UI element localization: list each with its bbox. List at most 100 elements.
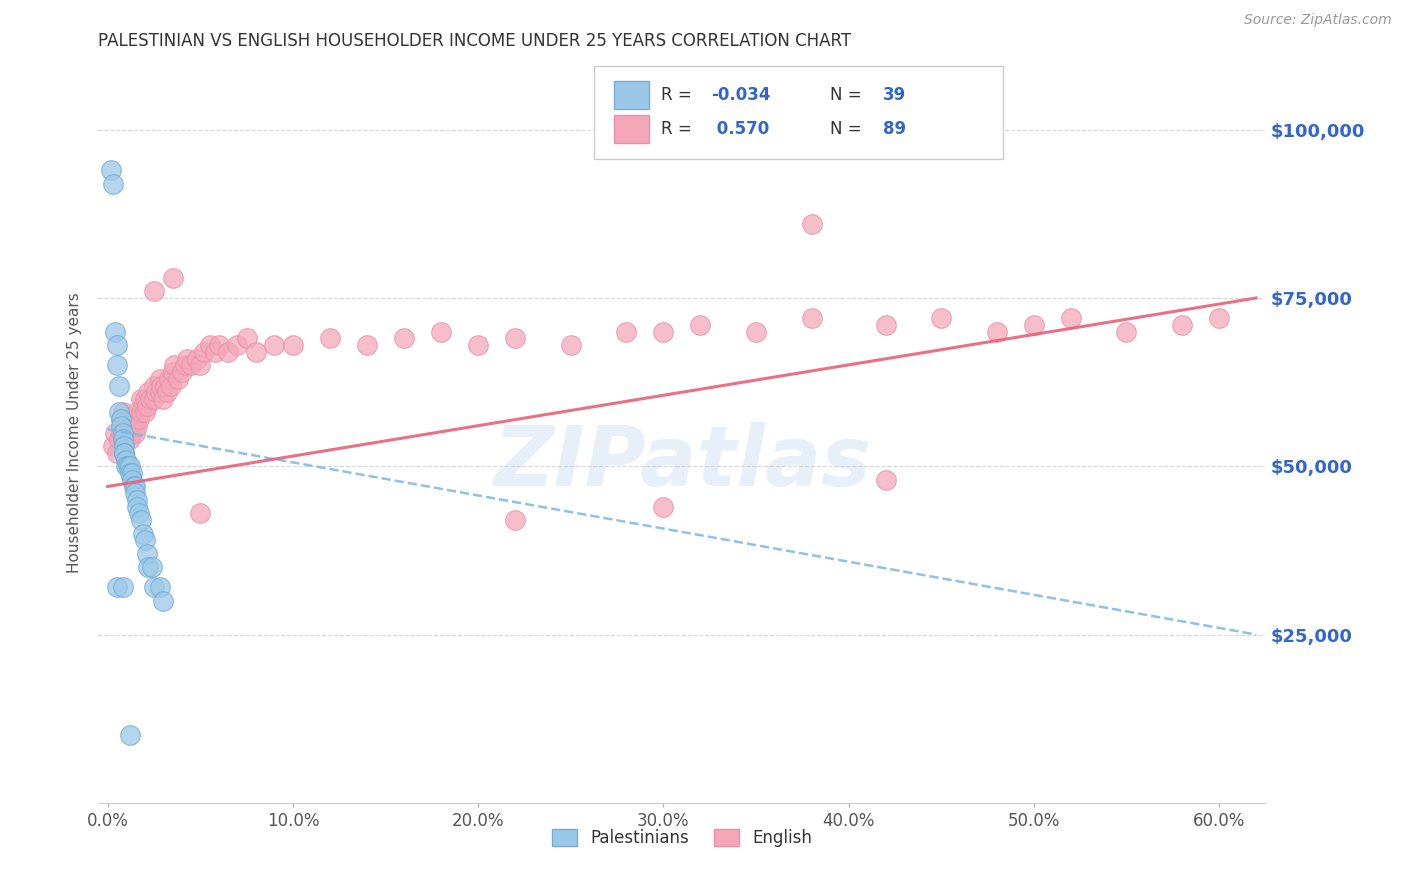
Point (122, 479, 145, 493)
Text: R =: R = (661, 86, 697, 104)
Point (319, 331, 342, 345)
Point (614, 325, 637, 339)
Point (929, 311, 952, 326)
Point (186, 351, 208, 366)
Text: ZIPatlas: ZIPatlas (494, 422, 870, 503)
Point (103, 439, 125, 453)
Point (503, 513, 526, 527)
Point (115, 418, 138, 433)
Point (800, 217, 823, 231)
Point (138, 385, 160, 400)
Point (127, 418, 149, 433)
Point (135, 547, 157, 561)
Point (115, 433, 138, 447)
Point (107, 405, 129, 419)
Point (430, 325, 453, 339)
Point (103, 177, 125, 191)
Point (112, 439, 135, 453)
Point (111, 581, 134, 595)
Point (208, 338, 231, 352)
Point (111, 418, 134, 433)
Point (1115, 325, 1137, 339)
Point (115, 459, 138, 474)
Point (105, 446, 128, 460)
Point (150, 378, 173, 392)
Point (121, 466, 143, 480)
Point (105, 581, 128, 595)
Point (170, 365, 193, 379)
Point (104, 325, 127, 339)
Point (117, 459, 139, 474)
Point (121, 412, 143, 426)
Point (245, 344, 267, 359)
Point (127, 492, 149, 507)
Text: N =: N = (830, 86, 868, 104)
Point (143, 392, 166, 406)
Point (110, 425, 132, 440)
Point (152, 392, 174, 406)
Point (117, 412, 139, 426)
Point (875, 318, 897, 332)
Point (226, 338, 249, 352)
Point (110, 412, 132, 426)
Point (118, 459, 141, 474)
Point (124, 412, 146, 426)
Point (118, 418, 141, 433)
Point (180, 359, 202, 373)
Point (128, 507, 150, 521)
Point (117, 425, 139, 440)
Point (127, 405, 149, 419)
Point (112, 446, 135, 460)
Point (107, 433, 129, 447)
Point (121, 473, 143, 487)
Point (162, 365, 184, 379)
Point (356, 338, 378, 352)
Point (263, 338, 285, 352)
Point (986, 325, 1008, 339)
Point (132, 399, 155, 413)
Point (111, 425, 134, 440)
Point (145, 385, 167, 400)
Point (193, 344, 215, 359)
Point (217, 344, 239, 359)
Point (100, 163, 122, 178)
Point (281, 338, 304, 352)
Text: 0.570: 0.570 (711, 120, 769, 138)
Point (105, 359, 128, 373)
Point (124, 425, 146, 440)
Legend: Palestinians, English: Palestinians, English (546, 822, 818, 854)
Text: -0.034: -0.034 (711, 86, 770, 104)
Point (141, 560, 163, 574)
Point (176, 351, 198, 366)
Point (112, 412, 135, 426)
Point (162, 270, 184, 285)
Point (204, 344, 226, 359)
Point (135, 399, 157, 413)
Point (503, 331, 526, 345)
Bar (614, 115, 650, 143)
Point (875, 473, 897, 487)
Point (115, 452, 138, 467)
Point (107, 378, 129, 392)
Point (800, 311, 823, 326)
Text: 89: 89 (883, 120, 905, 138)
Point (112, 425, 135, 440)
Point (188, 359, 211, 373)
Point (129, 392, 152, 406)
Bar (614, 81, 650, 109)
Point (118, 433, 141, 447)
Point (198, 338, 221, 352)
Point (235, 331, 257, 345)
Text: PALESTINIAN VS ENGLISH HOUSEHOLDER INCOME UNDER 25 YEARS CORRELATION CHART: PALESTINIAN VS ENGLISH HOUSEHOLDER INCOM… (98, 32, 852, 50)
Point (134, 392, 156, 406)
Point (138, 560, 160, 574)
Point (118, 466, 141, 480)
Point (111, 433, 134, 447)
Point (167, 372, 190, 386)
Point (111, 405, 134, 419)
Text: N =: N = (830, 120, 868, 138)
Point (148, 385, 170, 400)
Text: R =: R = (661, 120, 697, 138)
FancyBboxPatch shape (595, 66, 1002, 159)
Point (110, 418, 132, 433)
